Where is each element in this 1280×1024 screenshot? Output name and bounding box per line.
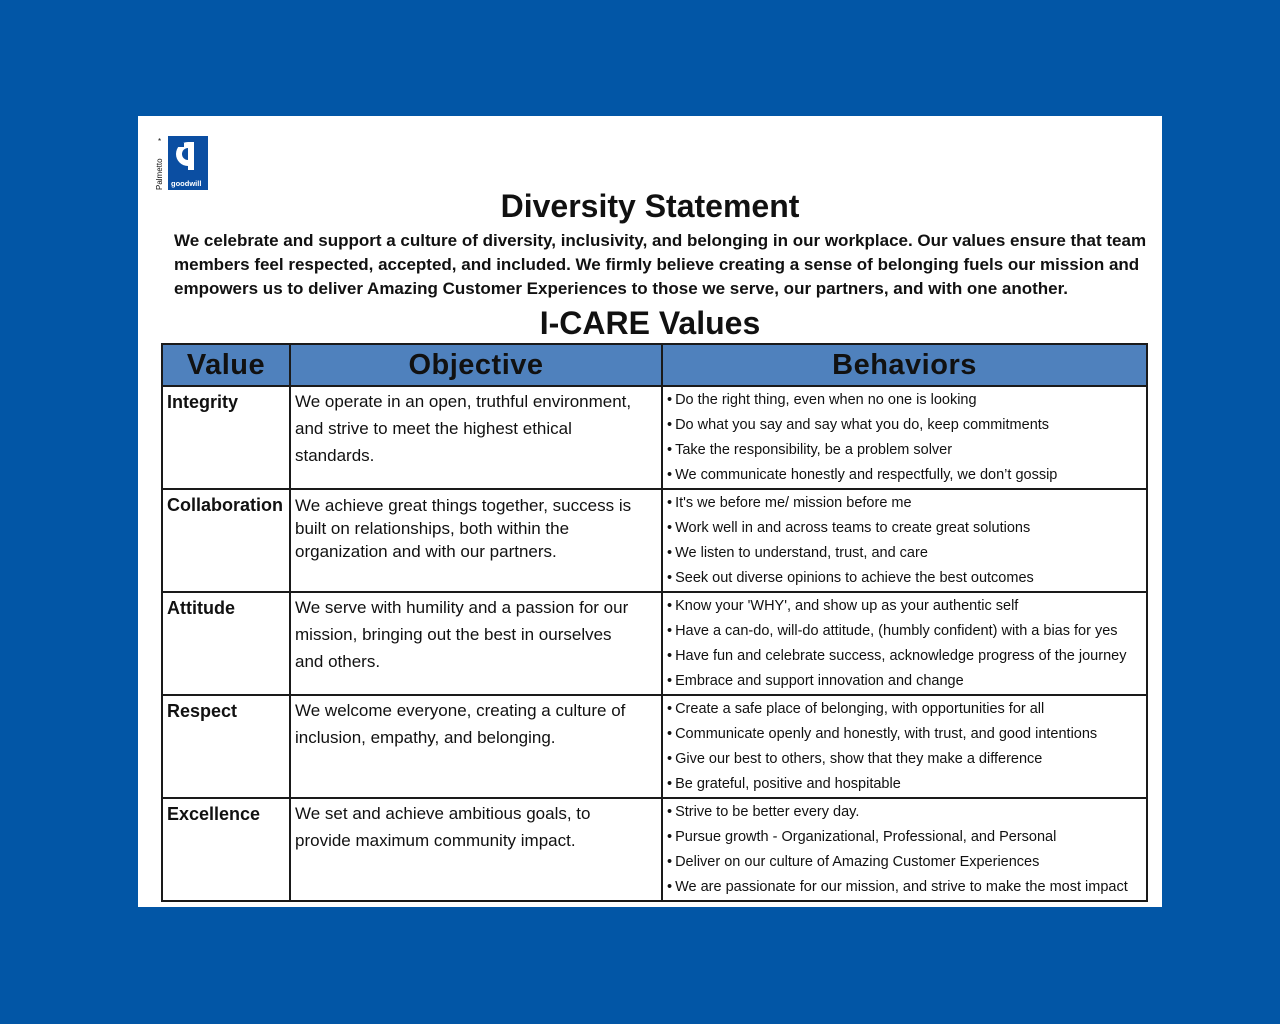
value-name: Excellence: [161, 797, 291, 902]
value-behaviors: Strive to be better every day. Pursue gr…: [661, 797, 1148, 902]
table-header-row: Value Objective Behaviors: [161, 343, 1148, 387]
value-name: Respect: [161, 694, 291, 799]
table-row: Collaboration We achieve great things to…: [161, 488, 1148, 593]
page-title: Diversity Statement: [500, 188, 800, 224]
value-objective: We operate in an open, truthful environm…: [289, 385, 663, 490]
behavior-item: Strive to be better every day.: [667, 800, 1144, 825]
value-objective: We set and achieve ambitious goals, to p…: [289, 797, 663, 902]
value-objective: We serve with humility and a passion for…: [289, 591, 663, 696]
diversity-statement: We celebrate and support a culture of di…: [174, 231, 1147, 298]
behavior-item: Know your 'WHY', and show up as your aut…: [667, 594, 1144, 619]
behavior-item: Work well in and across teams to create …: [667, 516, 1144, 541]
behavior-item: Have fun and celebrate success, acknowle…: [667, 644, 1144, 669]
header-value: Value: [161, 343, 291, 387]
svg-text:*: *: [158, 137, 161, 146]
value-objective: We welcome everyone, creating a culture …: [289, 694, 663, 799]
goodwill-logo: Palmetto * goodwill: [155, 136, 208, 190]
behavior-item: Create a safe place of belonging, with o…: [667, 697, 1144, 722]
values-title: I-CARE Values: [539, 305, 761, 341]
header-behaviors: Behaviors: [661, 343, 1148, 387]
table-row: Integrity We operate in an open, truthfu…: [161, 385, 1148, 490]
logo-brand-text: goodwill: [171, 179, 201, 188]
value-behaviors: Create a safe place of belonging, with o…: [661, 694, 1148, 799]
table-row: Attitude We serve with humility and a pa…: [161, 591, 1148, 696]
behavior-item: Pursue growth - Organizational, Professi…: [667, 825, 1144, 850]
value-name: Attitude: [161, 591, 291, 696]
value-behaviors: Know your 'WHY', and show up as your aut…: [661, 591, 1148, 696]
behavior-item: Seek out diverse opinions to achieve the…: [667, 566, 1144, 591]
behavior-item: We listen to understand, trust, and care: [667, 541, 1144, 566]
svg-text:Palmetto: Palmetto: [155, 158, 164, 190]
table-row: Respect We welcome everyone, creating a …: [161, 694, 1148, 799]
behavior-item: Embrace and support innovation and chang…: [667, 669, 1144, 694]
value-name: Integrity: [161, 385, 291, 490]
table-row: Excellence We set and achieve ambitious …: [161, 797, 1148, 902]
value-behaviors: Do the right thing, even when no one is …: [661, 385, 1148, 490]
behavior-item: Give our best to others, show that they …: [667, 747, 1144, 772]
header-objective: Objective: [289, 343, 663, 387]
value-name: Collaboration: [161, 488, 291, 593]
behavior-item: Take the responsibility, be a problem so…: [667, 438, 1144, 463]
behavior-item: We communicate honestly and respectfully…: [667, 463, 1144, 488]
behavior-item: Deliver on our culture of Amazing Custom…: [667, 850, 1144, 875]
behavior-item: It's we before me/ mission before me: [667, 491, 1144, 516]
behavior-item: Communicate openly and honestly, with tr…: [667, 722, 1144, 747]
behavior-item: Do the right thing, even when no one is …: [667, 388, 1144, 413]
values-table: Value Objective Behaviors Integrity We o…: [161, 343, 1148, 902]
behavior-item: Be grateful, positive and hospitable: [667, 772, 1144, 797]
value-behaviors: It's we before me/ mission before me Wor…: [661, 488, 1148, 593]
behavior-item: Have a can-do, will-do attitude, (humbly…: [667, 619, 1144, 644]
value-objective: We achieve great things together, succes…: [289, 488, 663, 593]
behavior-item: We are passionate for our mission, and s…: [667, 875, 1144, 900]
behavior-item: Do what you say and say what you do, kee…: [667, 413, 1144, 438]
